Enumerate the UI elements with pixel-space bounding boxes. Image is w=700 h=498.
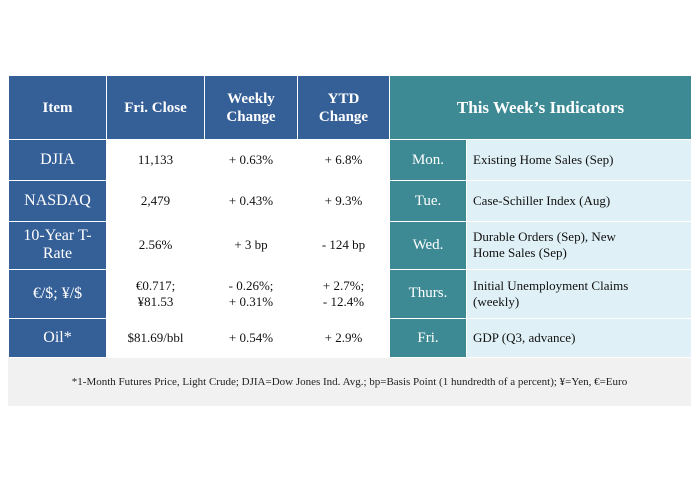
day-cell: Fri. bbox=[389, 318, 467, 358]
close-cell: $81.69/bbl bbox=[106, 318, 205, 358]
day-cell: Wed. bbox=[389, 221, 467, 270]
day-cell: Thurs. bbox=[389, 268, 467, 320]
ytd-change-cell-line: + 6.8% bbox=[324, 152, 363, 168]
market-summary-panel: Item Fri. Close Weekly Change YTD Change… bbox=[8, 74, 693, 406]
item-cell-line: Oil* bbox=[43, 329, 72, 347]
table-body: DJIA 11,133 + 0.63% + 6.8% Mon. Existing Home… bbox=[8, 139, 693, 358]
header-weekly-line: Change bbox=[226, 108, 276, 125]
header-ytd-line: YTD bbox=[327, 90, 360, 107]
header-weekly-change: Weekly Change bbox=[204, 74, 298, 141]
ytd-change-cell: - 124 bp bbox=[297, 221, 390, 270]
weekly-change-cell: + 0.54% bbox=[204, 318, 298, 358]
header-indicators: This Week’s Indicators bbox=[388, 74, 693, 141]
weekly-change-cell-line: + 0.43% bbox=[228, 193, 274, 209]
item-cell-line: NASDAQ bbox=[24, 192, 91, 210]
item-cell: 10-Year T- Rate bbox=[8, 221, 107, 270]
close-cell-line: 2.56% bbox=[138, 237, 173, 253]
indicator-cell: Durable Orders (Sep), New Home Sales (Sep… bbox=[465, 221, 693, 270]
ytd-change-cell-line: + 2.7%; bbox=[322, 277, 365, 293]
item-cell-line: Rate bbox=[42, 245, 73, 263]
indicator-cell-line: Case-Schiller Index (Aug) bbox=[473, 193, 611, 209]
close-cell: 11,133 bbox=[106, 139, 205, 182]
indicator-cell-line: (weekly) bbox=[473, 293, 520, 309]
weekly-change-cell-line: + 0.31% bbox=[228, 293, 274, 309]
close-cell-line: $81.69/bbl bbox=[127, 330, 184, 346]
weekly-change-cell-line: + 3 bp bbox=[234, 237, 268, 253]
indicator-cell: Existing Home Sales (Sep) bbox=[465, 139, 693, 182]
header-row: Item Fri. Close Weekly Change YTD Change… bbox=[8, 74, 693, 141]
day-cell: Tue. bbox=[389, 180, 467, 223]
item-cell-line: €/$; ¥/$ bbox=[32, 284, 83, 302]
table-row: Oil* $81.69/bbl + 0.54% + 2.9% Fri. GDP (Q3, … bbox=[8, 318, 693, 358]
item-cell-line: DJIA bbox=[40, 151, 75, 169]
ytd-change-cell: + 9.3% bbox=[297, 180, 390, 223]
ytd-change-cell-line: + 9.3% bbox=[324, 193, 363, 209]
close-cell-line: €0.717; bbox=[135, 277, 176, 293]
weekly-change-cell-line: + 0.63% bbox=[228, 152, 274, 168]
ytd-change-cell: + 6.8% bbox=[297, 139, 390, 182]
item-cell: DJIA bbox=[8, 139, 107, 182]
indicator-cell: GDP (Q3, advance) bbox=[465, 318, 693, 358]
table-row: €/$; ¥/$ €0.717; ¥81.53- 0.26%; + 0.31% + 2.… bbox=[8, 268, 693, 320]
header-ytd-line: Change bbox=[318, 108, 369, 125]
header-fri-close: Fri. Close bbox=[106, 74, 205, 141]
weekly-change-cell: + 0.63% bbox=[204, 139, 298, 182]
item-cell-line: 10-Year T- bbox=[23, 227, 92, 245]
weekly-change-cell: - 0.26%; + 0.31% bbox=[204, 268, 298, 320]
table-row: DJIA 11,133 + 0.63% + 6.8% Mon. Existing Home… bbox=[8, 139, 693, 182]
market-table: Item Fri. Close Weekly Change YTD Change… bbox=[8, 74, 693, 358]
ytd-change-cell-line: + 2.9% bbox=[324, 330, 363, 346]
indicator-cell: Initial Unemployment Claims (weekly) bbox=[465, 268, 693, 320]
footnote: *1-Month Futures Price, Light Crude; DJI… bbox=[71, 376, 628, 388]
ytd-change-cell-line: - 124 bp bbox=[321, 237, 366, 253]
indicator-cell-line: GDP (Q3, advance) bbox=[473, 330, 576, 346]
weekly-change-cell: + 3 bp bbox=[204, 221, 298, 270]
table-row: 10-Year T- Rate 2.56% + 3 bp - 124 bp Wed. Dur… bbox=[8, 221, 693, 270]
close-cell-line: 2,479 bbox=[140, 193, 171, 209]
indicator-cell-line: Durable Orders (Sep), New bbox=[473, 229, 616, 245]
indicator-cell-line: Existing Home Sales (Sep) bbox=[473, 152, 614, 168]
weekly-change-cell: + 0.43% bbox=[204, 180, 298, 223]
table-row: NASDAQ 2,479 + 0.43% + 9.3% Tue. Case-Schille… bbox=[8, 180, 693, 223]
header-item: Item bbox=[8, 74, 107, 141]
indicator-cell: Case-Schiller Index (Aug) bbox=[465, 180, 693, 223]
header-ytd-change: YTD Change bbox=[297, 74, 390, 141]
day-cell: Mon. bbox=[389, 139, 467, 182]
item-cell: NASDAQ bbox=[8, 180, 107, 223]
ytd-change-cell-line: - 12.4% bbox=[322, 293, 365, 309]
item-cell: Oil* bbox=[8, 318, 107, 358]
ytd-change-cell: + 2.7%; - 12.4% bbox=[297, 268, 390, 320]
close-cell-line: ¥81.53 bbox=[137, 293, 174, 309]
ytd-change-cell: + 2.9% bbox=[297, 318, 390, 358]
weekly-change-cell-line: + 0.54% bbox=[228, 330, 274, 346]
close-cell-line: 11,133 bbox=[137, 152, 174, 168]
header-weekly-line: Weekly bbox=[227, 90, 275, 107]
indicator-cell-line: Home Sales (Sep) bbox=[473, 245, 567, 261]
item-cell: €/$; ¥/$ bbox=[8, 268, 107, 320]
indicator-cell-line: Initial Unemployment Claims bbox=[473, 277, 629, 293]
weekly-change-cell-line: - 0.26%; bbox=[228, 277, 274, 293]
close-cell: 2.56% bbox=[106, 221, 205, 270]
close-cell: €0.717; ¥81.53 bbox=[106, 268, 205, 320]
close-cell: 2,479 bbox=[106, 180, 205, 223]
